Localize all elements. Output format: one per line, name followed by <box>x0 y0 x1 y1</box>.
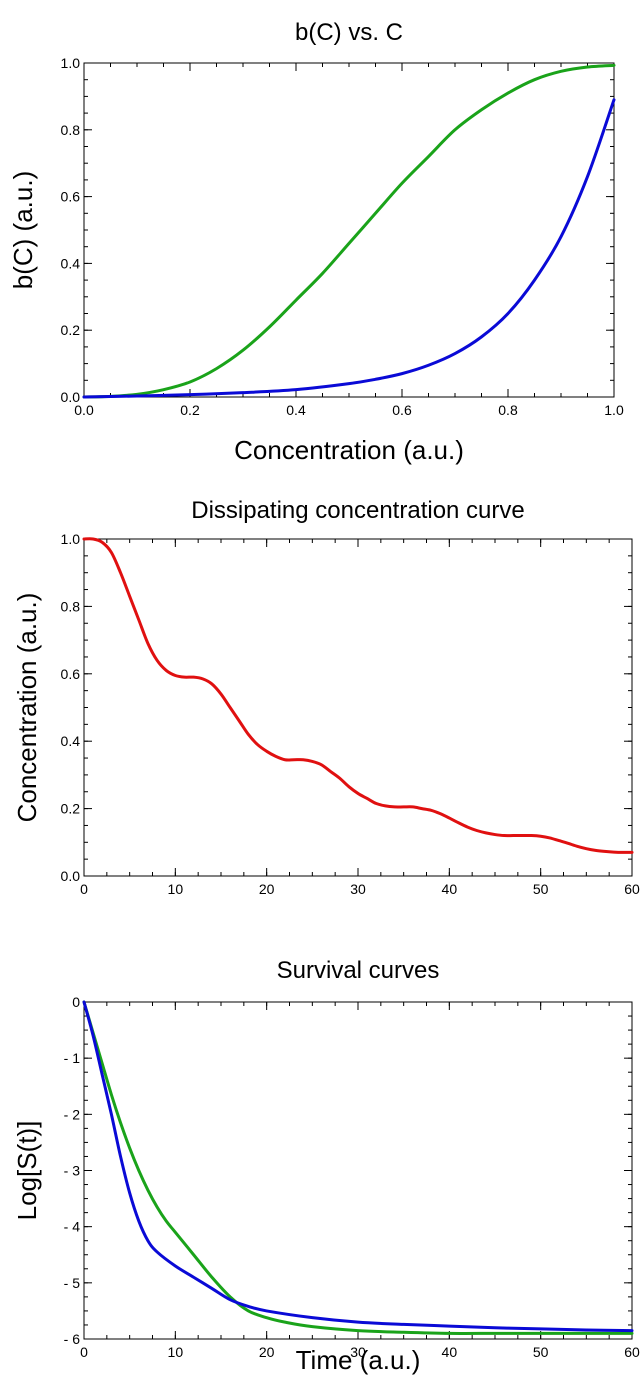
y-tick-label: 0.8 <box>61 122 81 138</box>
x-tick-label: 10 <box>168 881 184 897</box>
x-tick-label: 60 <box>624 881 640 897</box>
x-tick-label: 30 <box>350 881 366 897</box>
x-tick-label: 0.2 <box>180 402 200 418</box>
y-tick-label: 0.0 <box>61 389 81 405</box>
chart-title: Dissipating concentration curve <box>191 497 525 524</box>
x-tick-label: 60 <box>624 1344 640 1360</box>
y-tick-label: - 4 <box>64 1219 81 1235</box>
series-line-1 <box>82 1000 634 1335</box>
y-axis-label: Log[S(t)] <box>12 1121 42 1221</box>
y-axis-label: Concentration (a.u.) <box>12 593 42 823</box>
x-tick-label: 10 <box>168 1344 184 1360</box>
y-tick-label: 0.2 <box>61 322 81 338</box>
x-tick-label: 40 <box>442 1344 458 1360</box>
x-tick-label: 0.8 <box>498 402 518 418</box>
y-tick-label: 0.4 <box>61 255 81 271</box>
y-tick-label: 0.6 <box>61 666 81 682</box>
y-tick-label: - 5 <box>64 1275 81 1291</box>
y-axis-label: b(C) (a.u.) <box>8 171 38 289</box>
x-axis-label: Concentration (a.u.) <box>234 435 464 465</box>
y-tick-label: 1.0 <box>61 531 81 547</box>
y-tick-label: 0.2 <box>61 801 81 817</box>
chart-title: b(C) vs. C <box>295 19 403 46</box>
x-tick-label: 0.4 <box>286 402 306 418</box>
x-tick-label: 0.6 <box>392 402 412 418</box>
y-tick-label: 1.0 <box>61 55 81 71</box>
x-tick-label: 40 <box>442 881 458 897</box>
x-tick-label: 0 <box>80 881 88 897</box>
x-tick-label: 0 <box>80 1344 88 1360</box>
plot-frame <box>83 1001 633 1340</box>
y-tick-label: 0.6 <box>61 189 81 205</box>
plot-frame <box>83 62 615 398</box>
y-tick-label: 0.8 <box>61 598 81 614</box>
chart-1: b(C) vs. C 0.0 0.2 0.4 0.6 0.8 1.0 0.0 0.2 0.4 0.6… <box>8 19 624 465</box>
x-tick-label: 50 <box>533 881 549 897</box>
y-tick-label: 0.0 <box>61 868 81 884</box>
y-tick-label: - 6 <box>64 1331 81 1347</box>
x-tick-label: 30 <box>350 1344 366 1360</box>
chart-3: Survival curves 0 10 20 30 40 50 60 - 6 - 5 - 4 - 3… <box>12 957 640 1375</box>
series-line-1 <box>82 537 634 854</box>
chart-2: Dissipating concentration curve 0 10 20 30 40… <box>12 497 640 897</box>
y-tick-label: - 3 <box>64 1163 81 1179</box>
series-line-2 <box>82 98 616 399</box>
chart-title: Survival curves <box>277 957 440 984</box>
y-tick-label: 0 <box>72 994 80 1010</box>
y-tick-label: 0.4 <box>61 733 81 749</box>
x-tick-label: 50 <box>533 1344 549 1360</box>
series-line-2 <box>82 1000 634 1333</box>
y-tick-label: - 2 <box>64 1106 81 1122</box>
x-tick-label: 20 <box>259 881 275 897</box>
plot-frame <box>83 538 633 877</box>
series-line-1 <box>82 63 616 399</box>
x-tick-label: 20 <box>259 1344 275 1360</box>
x-axis-label: Time (a.u.) <box>296 1345 421 1375</box>
x-tick-label: 0.0 <box>74 402 94 418</box>
x-tick-label: 1.0 <box>604 402 624 418</box>
y-tick-label: - 1 <box>64 1050 81 1066</box>
